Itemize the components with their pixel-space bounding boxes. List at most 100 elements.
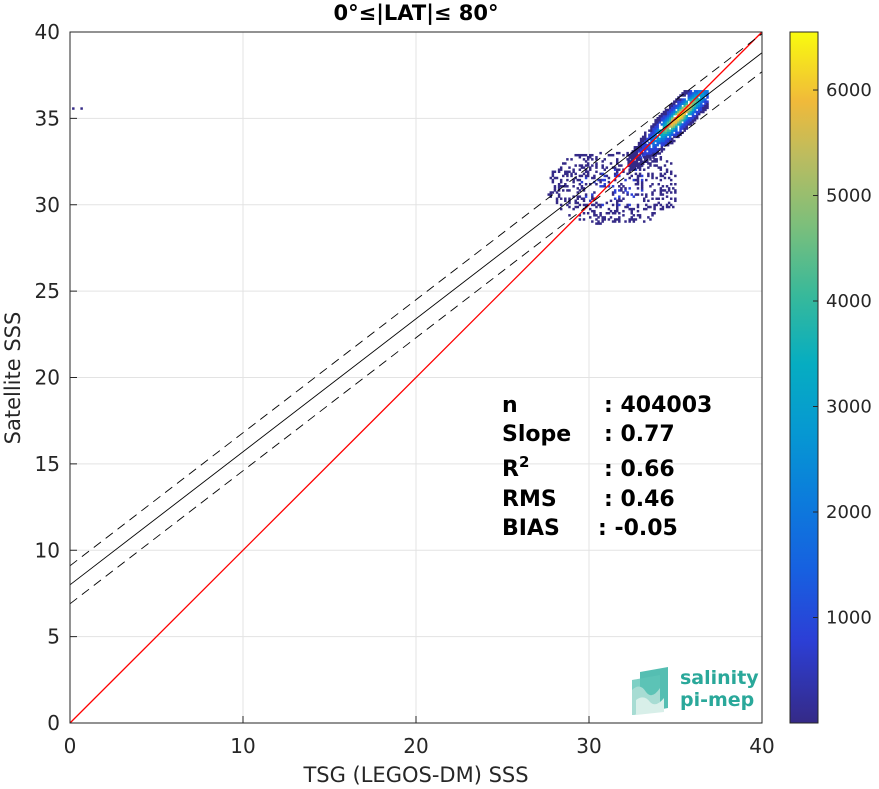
density-cell-1-478 (674, 199, 677, 203)
density-cell-0-121 (650, 125, 653, 128)
density-cell-1-313 (628, 160, 631, 163)
density-cell-1-203 (601, 166, 604, 169)
density-cell-1-91 (578, 203, 582, 207)
density-cell-1-42 (564, 197, 567, 200)
density-cell-0-21 (633, 162, 637, 166)
density-cell-1-27 (557, 170, 561, 174)
density-cell-1-280 (620, 189, 623, 192)
density-cell-1-86 (576, 187, 580, 190)
density-cell-0-135 (652, 129, 655, 132)
density-cell-1-43 (564, 185, 567, 188)
density-cell-0-363 (681, 116, 684, 120)
density-cell-0-264 (668, 114, 672, 118)
density-cell-0-131 (652, 137, 655, 141)
density-cell-0-517 (704, 98, 707, 101)
density-cell-1-472 (669, 178, 673, 182)
density-cell-1-105 (580, 174, 584, 178)
density-cell-1-202 (601, 172, 604, 176)
density-cell-1-176 (595, 166, 598, 169)
density-cell-1-341 (634, 172, 638, 176)
density-cell-1-183 (597, 216, 600, 219)
density-cell-1-380 (642, 156, 646, 159)
density-cell-0-60 (639, 139, 643, 143)
density-cell-0-53 (639, 156, 643, 159)
density-cell-0-255 (668, 135, 672, 139)
line-fit-1 (69, 52, 763, 586)
density-cell-1-152 (591, 203, 594, 207)
density-cell-1-375 (642, 220, 646, 223)
density-cell-1-5 (551, 191, 555, 194)
density-cell-1-481 (674, 189, 677, 192)
density-cell-0-305 (673, 100, 676, 103)
density-cell-0-186 (660, 143, 664, 147)
density-cell-0-184 (660, 148, 664, 151)
density-cell-1-259 (615, 170, 619, 174)
density-cell-1-446 (661, 197, 665, 200)
density-cell-0-401 (685, 108, 689, 112)
density-cell-1-264 (615, 151, 619, 155)
density-cell-1-201 (601, 178, 604, 182)
density-cell-0-518 (704, 94, 707, 97)
density-cell-0-440 (691, 116, 695, 120)
density-cell-0-273 (671, 133, 674, 137)
density-cell-0-388 (683, 100, 686, 103)
density-cell-1-450 (661, 174, 665, 178)
density-cell-0-356 (679, 98, 682, 101)
density-cell-1-415 (653, 205, 656, 209)
density-cell-0-331 (677, 110, 680, 114)
density-cell-1-460 (665, 170, 669, 174)
density-cell-0-188 (660, 139, 664, 143)
density-cell-0-436 (689, 92, 693, 95)
density-cell-1-322 (630, 174, 633, 178)
density-cell-1-254 (615, 203, 619, 207)
density-cell-1-281 (620, 187, 623, 190)
density-cell-0-167 (656, 123, 659, 126)
density-cell-0-102 (648, 146, 651, 149)
density-cell-1-6 (551, 180, 555, 184)
density-cell-0-352 (679, 106, 682, 110)
density-cell-1-130 (584, 164, 588, 167)
density-cell-1-474 (669, 170, 673, 174)
stat-label-bias: BIAS (502, 516, 560, 541)
density-cell-1-141 (586, 156, 590, 159)
density-cell-1-316 (630, 218, 633, 221)
density-cell-1-439 (659, 172, 663, 176)
density-cell-1-338 (634, 193, 638, 196)
density-cell-1-139 (586, 162, 590, 165)
density-cell-1-395 (649, 218, 652, 221)
density-cell-0-185 (660, 146, 664, 149)
density-cell-0-382 (683, 112, 686, 116)
density-cell-1-462 (665, 160, 669, 163)
density-cell-0-459 (693, 104, 697, 108)
density-cell-1-219 (607, 212, 611, 215)
density-cell-0-407 (685, 90, 689, 93)
density-cell-1-441 (659, 166, 663, 169)
density-cell-0-439 (691, 119, 695, 122)
density-cell-1-315 (628, 153, 631, 157)
density-cell-1-247 (613, 172, 617, 176)
density-cell-1-468 (669, 203, 673, 207)
density-cell-0-414 (687, 108, 691, 112)
density-cell-1-129 (584, 168, 588, 171)
density-cell-1-186 (599, 222, 602, 225)
density-cell-0-142 (654, 148, 657, 151)
density-cell-1-328 (632, 220, 636, 223)
density-cell-1-32 (559, 185, 563, 188)
density-cell-1-323 (630, 168, 633, 171)
density-cell-0-438 (691, 121, 695, 124)
density-cell-1-314 (628, 156, 631, 159)
x-tick-label-1: 10 (230, 734, 255, 758)
density-cell-1-157 (591, 164, 594, 167)
density-cell-0-298 (673, 116, 676, 120)
density-cell-1-24 (557, 187, 561, 190)
density-cell-0-106 (648, 135, 651, 139)
density-cell-0-466 (693, 90, 697, 93)
x-axis-ticks: 0 10 20 30 40 (64, 716, 775, 758)
density-cell-1-303 (626, 153, 629, 157)
density-cell-1-306 (628, 218, 631, 221)
density-cell-0-196 (660, 116, 664, 120)
density-cell-0-240 (666, 131, 670, 134)
density-cell-1-26 (557, 182, 561, 186)
density-cell-1-312 (628, 168, 631, 171)
density-cell-0-262 (668, 119, 672, 122)
